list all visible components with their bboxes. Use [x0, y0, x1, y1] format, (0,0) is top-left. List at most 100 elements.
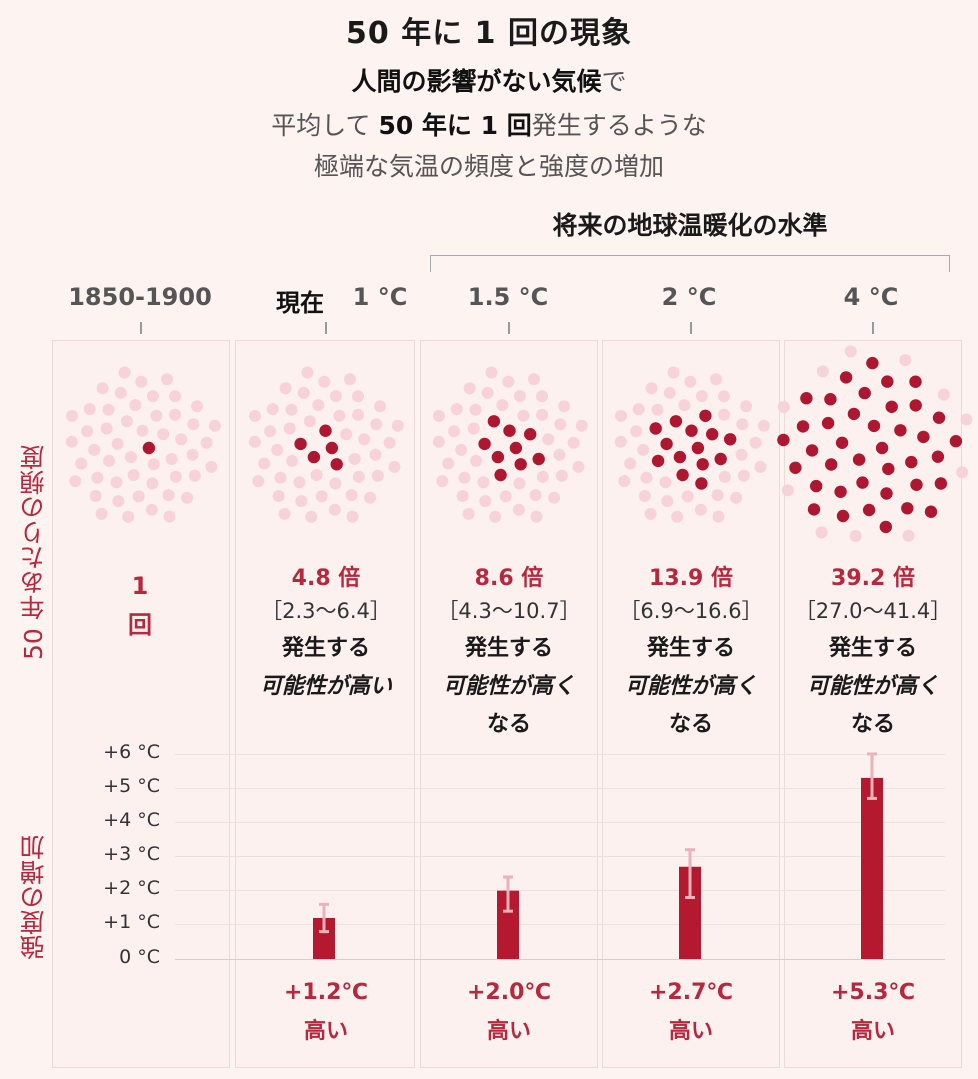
frequency-dot-background	[640, 471, 653, 484]
frequency-dot-background	[135, 375, 148, 388]
frequency-dot-event	[660, 437, 673, 451]
gridline	[175, 788, 945, 789]
column-tick	[872, 322, 874, 334]
frequency-dot-background	[150, 409, 163, 422]
frequency-dot-background	[637, 443, 650, 456]
frequency-dot-background	[513, 477, 526, 490]
frequency-dot-event	[676, 468, 689, 482]
frequency-dot-background	[111, 437, 124, 450]
frequency-dot-background	[710, 373, 722, 386]
gridline	[175, 856, 945, 857]
frequency-dot-event	[503, 424, 516, 437]
frequency-dot-event	[834, 485, 847, 498]
frequency-dot-background	[264, 425, 277, 438]
frequency-dot-background	[279, 382, 292, 395]
frequency-dot-background	[200, 436, 213, 449]
frequency-dot-event	[509, 441, 523, 455]
frequency-dot-event	[691, 441, 705, 455]
frequency-dot-background	[458, 471, 471, 484]
frequency-dot-background	[286, 454, 299, 467]
frequency-dot-event	[724, 433, 737, 446]
frequency-dot-background	[147, 458, 160, 471]
frequency-dot-background	[554, 418, 567, 431]
frequency-dot-background	[433, 409, 445, 422]
frequency-dot-event	[836, 509, 850, 523]
frequency-dot-event	[825, 458, 838, 471]
column-header-baseline: 1850-1900	[68, 283, 212, 311]
frequency-dot-event	[491, 450, 505, 464]
frequency-dot-background	[272, 490, 285, 502]
frequency-dot-background	[567, 436, 580, 449]
frequency-dot-background	[730, 491, 743, 504]
frequency-dot-background	[681, 490, 694, 503]
frequency-dot-event	[514, 458, 527, 471]
frequency-dot-background	[469, 403, 482, 416]
frequency-dot-event	[294, 437, 307, 451]
frequency-dot-background	[162, 489, 175, 502]
frequency-dot-event	[879, 520, 892, 534]
frequency-dot-background	[536, 390, 548, 403]
frequency-dot-event	[714, 452, 727, 466]
frequency-dot-event	[875, 441, 889, 455]
frequency-dot-background	[684, 375, 697, 388]
frequency-dot-background	[530, 510, 543, 523]
frequency-occur: 発生する	[464, 636, 553, 661]
subtitle-line-2: 平均して 50 年に 1 回発生するような	[0, 106, 978, 142]
frequency-dot-event	[835, 436, 849, 449]
frequency-dot-background	[285, 403, 298, 416]
future-bracket	[430, 255, 950, 272]
frequency-dot-background	[638, 490, 651, 502]
frequency-dot-background	[124, 451, 137, 464]
frequency-dot-event	[866, 356, 879, 370]
frequency-dot-background	[249, 409, 261, 422]
frequency-dot-background	[542, 433, 555, 446]
y-tick-label: +3 °C	[103, 843, 160, 865]
frequency-dot-background	[575, 419, 588, 432]
frequency-dot-event	[810, 479, 823, 493]
frequency-dot-background	[89, 490, 102, 502]
frequency-dot-event	[909, 375, 922, 388]
frequency-dot-event	[821, 416, 835, 430]
frequency-dot-background	[66, 409, 78, 422]
frequency-dot-background	[644, 507, 657, 520]
frequency-dot-background	[312, 399, 325, 412]
frequency-dot-background	[186, 448, 199, 461]
frequency-dot-background	[462, 507, 475, 520]
frequency-multiplier: 4.8 倍	[291, 566, 361, 591]
y-tick-label: +6 °C	[103, 741, 160, 763]
frequency-range: ［27.0～41.4］	[794, 599, 952, 623]
frequency-dot-background	[352, 390, 364, 403]
frequency-range: ［2.3～6.4］	[261, 599, 391, 623]
frequency-dot-event	[796, 420, 810, 433]
frequency-dot-background	[937, 388, 950, 401]
frequency-dot-event	[319, 424, 332, 437]
frequency-dot-background	[614, 435, 627, 448]
y-tick-label: +2 °C	[103, 877, 160, 899]
frequency-dot-background	[301, 366, 314, 379]
frequency-dot-background	[95, 507, 108, 520]
frequency-dot-background	[305, 510, 318, 523]
frequency-dot-event	[669, 415, 683, 428]
frequency-dot-background	[100, 422, 113, 435]
frequency-dot-event	[867, 419, 881, 433]
frequency-dot-background	[553, 448, 566, 461]
frequency-dot-background	[481, 386, 494, 399]
frequency-dot-background	[694, 503, 707, 516]
frequency-dot-event	[847, 407, 861, 421]
frequency-dot-background	[75, 457, 88, 470]
frequency-dot-background	[502, 375, 515, 388]
subtitle-normal-1: で	[601, 67, 627, 96]
frequency-dot-background	[899, 354, 912, 367]
frequency-dot-event	[330, 458, 343, 471]
frequency-dot-background	[513, 390, 526, 403]
y-tick-label: 0 °C	[119, 946, 160, 968]
frequency-dot-background	[630, 425, 643, 438]
frequency-dot-background	[749, 436, 762, 449]
frequency-dot-event	[487, 415, 501, 428]
frequency-dot-background	[333, 409, 346, 422]
frequency-dot-event	[777, 433, 790, 447]
frequency-dot-background	[455, 443, 468, 456]
frequency-dot-event	[478, 437, 491, 451]
frequency-dot-background	[740, 400, 753, 413]
frequency-dot-background	[161, 373, 173, 386]
